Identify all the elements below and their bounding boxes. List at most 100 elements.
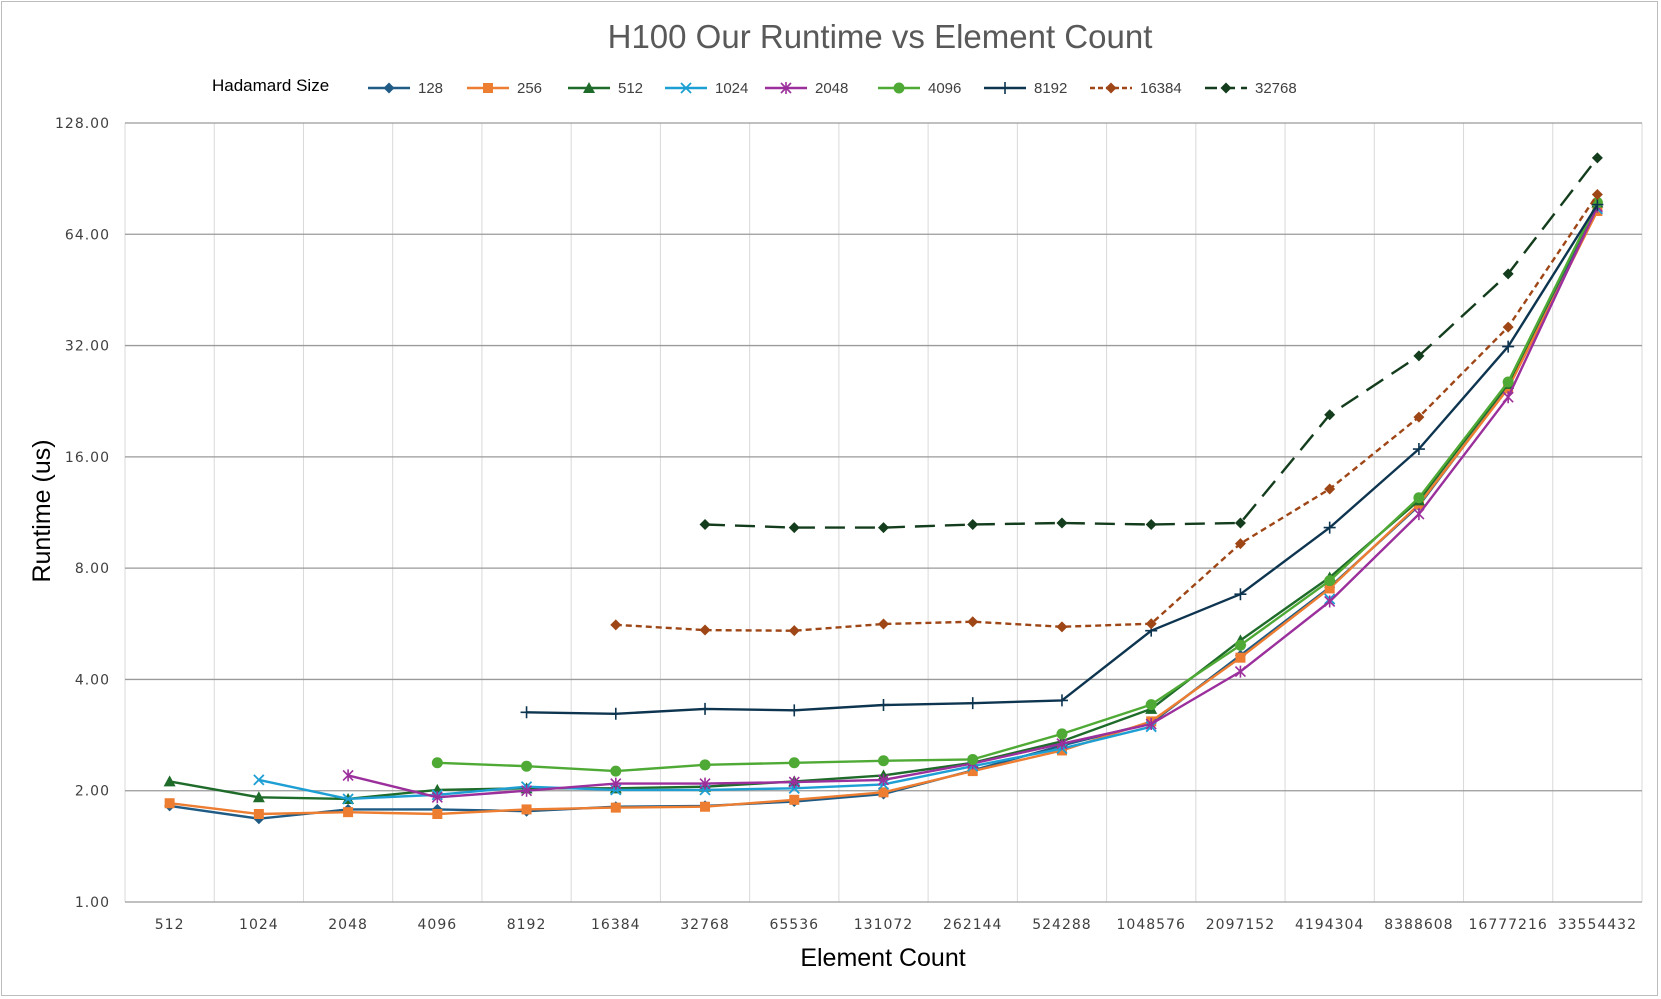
data-point-256: [967, 766, 978, 777]
data-point-4096: [1145, 699, 1157, 711]
series-16384: [610, 188, 1603, 637]
x-tick-label: 524288: [1032, 917, 1091, 933]
x-tick-label: 4096: [418, 917, 458, 933]
data-point-4096: [967, 753, 979, 765]
series-128: [164, 201, 1603, 825]
data-point-16384: [788, 625, 800, 637]
data-point-16384: [1502, 321, 1514, 333]
x-tick-label: 16384: [591, 917, 641, 933]
legend-entry-2048: 2048: [765, 80, 848, 97]
legend-title: Hadamard Size: [212, 76, 329, 95]
legend-marker: [999, 82, 1011, 94]
data-point-2048: [1502, 391, 1514, 404]
data-point-4096: [1056, 728, 1068, 740]
data-point-4096: [699, 759, 711, 771]
data-point-16384: [610, 619, 622, 631]
data-point-8192: [877, 699, 890, 712]
data-point-8192: [1055, 694, 1068, 707]
data-point-4096: [788, 757, 800, 769]
series-line-256: [169, 210, 1599, 816]
data-point-2048: [1056, 737, 1068, 750]
data-point-8192: [1591, 198, 1604, 211]
data-point-4096: [1324, 575, 1336, 587]
data-point-256: [610, 802, 621, 813]
data-point-16384: [878, 618, 889, 630]
x-axis-title: Element Count: [800, 944, 965, 972]
data-point-16384: [699, 624, 711, 636]
y-tick-label: 64.00: [65, 227, 110, 243]
y-tick-label: 16.00: [65, 450, 110, 466]
x-tick-label: 262144: [943, 917, 1002, 933]
data-point-256: [1235, 652, 1246, 663]
legend-marker: [1220, 82, 1232, 94]
data-point-32768: [878, 522, 889, 534]
data-point-512: [163, 775, 176, 787]
y-axis-title: Runtime (us): [28, 439, 56, 582]
data-point-2048: [520, 784, 533, 797]
x-tick-label: 65536: [769, 917, 819, 933]
legend-entry-32768: 32768: [1205, 80, 1297, 97]
x-tick-label: 131072: [854, 917, 913, 933]
data-point-8192: [1412, 443, 1425, 456]
data-point-32768: [1234, 517, 1246, 529]
series-512: [163, 196, 1604, 804]
legend-marker: [893, 82, 905, 94]
data-point-256: [700, 801, 711, 812]
y-tick-label: 32.00: [65, 339, 110, 355]
data-point-4096: [1502, 376, 1514, 388]
x-tick-label: 8192: [507, 917, 547, 933]
series-line-4096: [437, 201, 1599, 773]
chart-title: H100 Our Runtime vs Element Count: [608, 18, 1153, 55]
data-point-8192: [1234, 588, 1247, 601]
series-256: [164, 205, 1603, 819]
data-point-2048: [877, 773, 890, 786]
legend-label: 2048: [815, 80, 848, 97]
data-point-2048: [431, 791, 443, 804]
x-tick-label: 33554432: [1558, 917, 1637, 933]
data-point-256: [789, 794, 800, 805]
data-point-8192: [966, 697, 979, 710]
y-tick-label: 8.00: [75, 561, 110, 577]
legend-entry-256: 256: [467, 80, 542, 97]
data-point-4096: [610, 765, 622, 777]
legend-label: 1024: [715, 80, 748, 97]
series-32768: [699, 152, 1603, 534]
data-point-16384: [1056, 621, 1068, 633]
data-point-2048: [699, 777, 711, 790]
data-point-256: [343, 807, 354, 818]
data-point-16384: [1234, 538, 1246, 550]
legend-label: 4096: [928, 80, 961, 97]
legend-marker: [583, 82, 595, 93]
legend-label: 32768: [1255, 80, 1297, 97]
series-line-16384: [615, 193, 1599, 632]
data-point-32768: [1324, 409, 1336, 421]
data-point-16384: [1324, 483, 1336, 495]
data-point-2048: [1413, 508, 1425, 521]
data-point-4096: [878, 755, 889, 767]
data-point-8192: [1502, 340, 1515, 353]
y-tick-label: 2.00: [75, 784, 110, 800]
data-point-2048: [1145, 718, 1157, 731]
data-point-2048: [1324, 595, 1336, 608]
legend-marker: [680, 82, 692, 94]
series-line-128: [169, 206, 1599, 820]
data-point-4096: [431, 757, 443, 769]
data-point-256: [1056, 745, 1067, 756]
legend-marker: [1105, 82, 1117, 94]
legend-marker: [483, 83, 493, 93]
x-tick-label: 512: [155, 917, 185, 933]
y-tick-label: 4.00: [75, 672, 110, 688]
data-point-2048: [1234, 665, 1247, 678]
data-point-256: [164, 798, 175, 809]
legend: 128 256 512 1024 2048 4096 8192 16384 32768: [368, 80, 1297, 97]
x-tick-label: 8388608: [1384, 917, 1453, 933]
data-point-32768: [699, 518, 711, 530]
data-point-512: [252, 791, 265, 803]
series-8192: [520, 198, 1604, 720]
legend-entry-128: 128: [368, 80, 443, 97]
data-point-256: [521, 804, 532, 815]
data-point-32768: [1145, 518, 1157, 530]
data-point-8192: [520, 706, 533, 719]
